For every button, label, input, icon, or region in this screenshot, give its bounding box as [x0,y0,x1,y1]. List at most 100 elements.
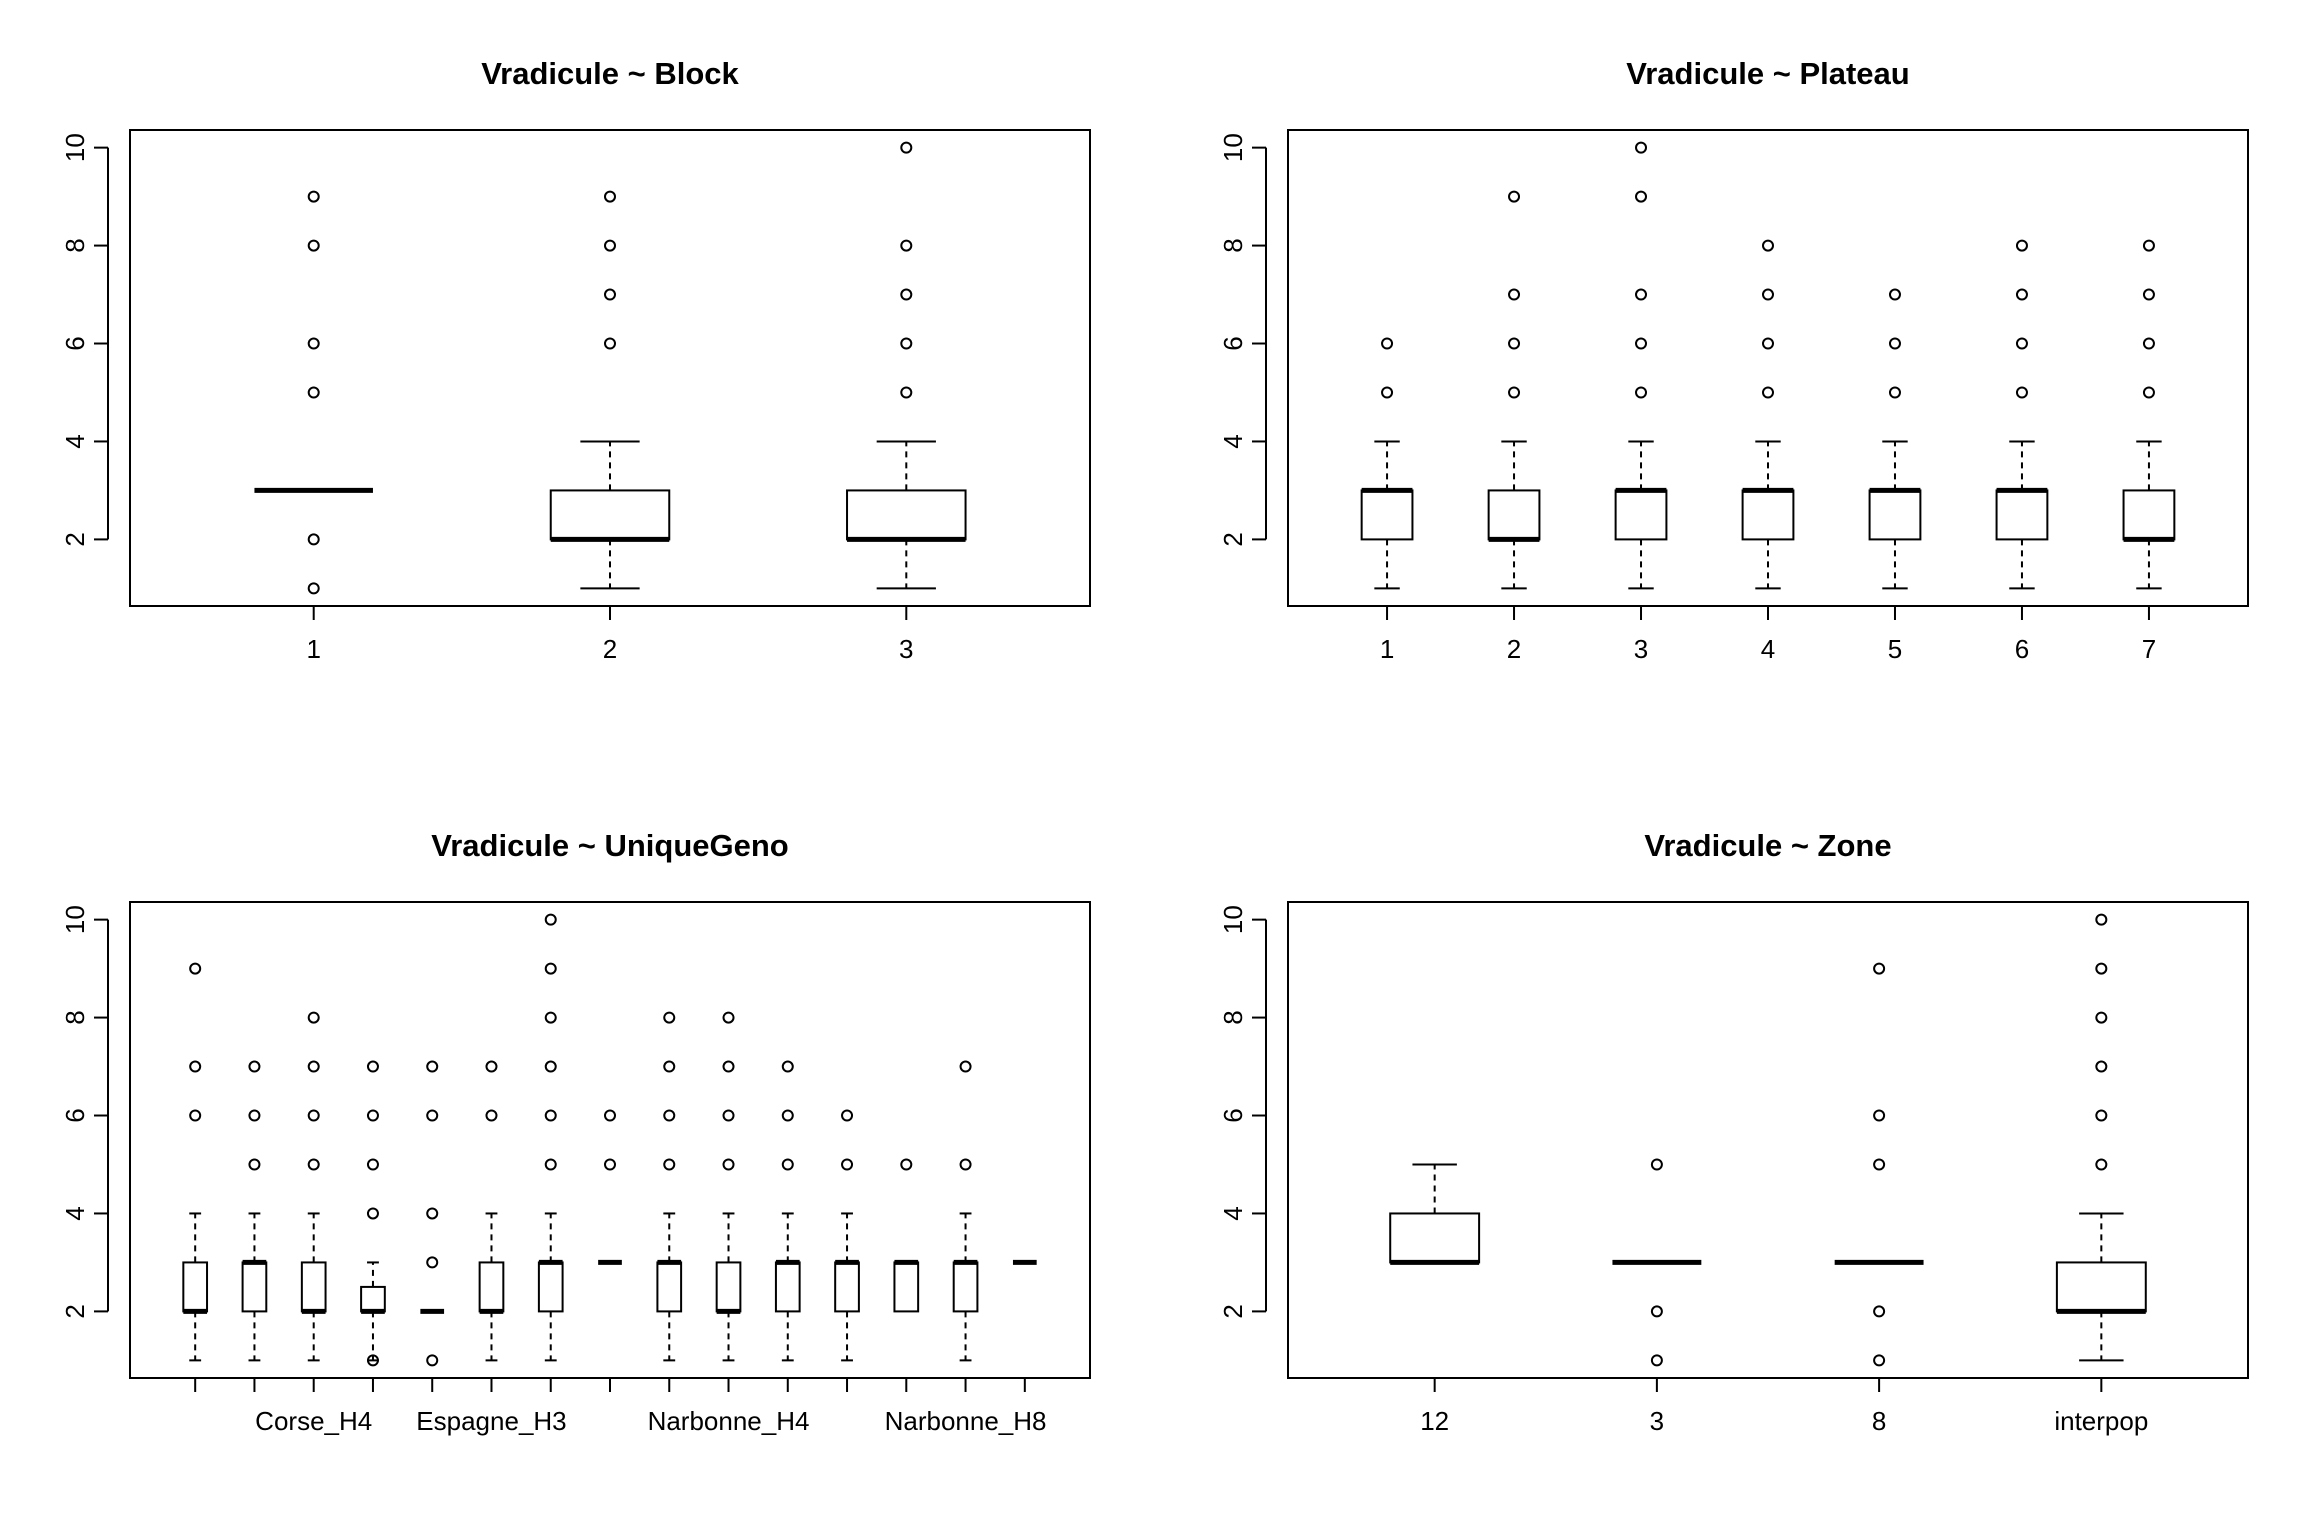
panel-title: Vradicule ~ Zone [1644,828,1891,863]
y-tick-label: 2 [60,1304,90,1318]
box-iqr [1487,489,1541,541]
box-group [715,1011,742,1362]
outlier-point [366,1109,379,1122]
outlier-point [1508,337,1521,350]
outlier-point [2015,386,2028,399]
x-tick-label: 1 [1380,634,1394,664]
outlier-point [307,386,320,399]
outlier-point [544,1060,557,1073]
outlier-point [366,1207,379,1220]
outlier-point [544,1158,557,1171]
y-tick-label: 10 [60,133,90,162]
box-group [846,141,967,590]
box-iqr [1868,489,1922,541]
box-group [537,913,564,1362]
outlier-point [2015,288,2028,301]
outlier-point [366,1158,379,1171]
outlier-point [2095,962,2108,975]
outlier-point [959,1060,972,1073]
outlier-point [426,1109,439,1122]
panel-zone: Vradicule ~ Zone 2 4 6 8 10 12 3 8 interpop [1218,828,2249,1436]
x-tick-label: 1 [306,634,320,664]
y-tick-label: 6 [60,1108,90,1122]
y-tick-label: 2 [1218,1304,1248,1318]
outlier-point [663,1158,676,1171]
outlier-point [1873,1109,1886,1122]
outlier-point [2142,239,2155,252]
outlier-point [900,1158,913,1171]
box-group [1741,239,1795,590]
outlier-point [307,239,320,252]
outlier-point [1888,288,1901,301]
outlier-point [1635,337,1648,350]
outlier-point [2095,1011,2108,1024]
outlier-point [900,386,913,399]
box-iqr [1995,489,2049,541]
outlier-point [604,1158,616,1171]
outlier-point [1635,288,1648,301]
box-group [360,1060,386,1367]
box-group [834,1109,860,1362]
box-iqr [549,489,671,541]
outlier-point [2095,1109,2108,1122]
outlier-point [2095,1060,2108,1073]
outlier-point [2142,386,2155,399]
outlier-point [366,1354,379,1367]
outlier-point [959,1158,972,1171]
box-iqr [893,1261,920,1313]
outlier-point [1873,1354,1886,1367]
x-tick-label: 2 [1507,634,1521,664]
outlier-point [307,1158,320,1171]
x-tick-label: Narbonne_H8 [885,1406,1047,1436]
box-group [478,1060,505,1362]
outlier-point [248,1060,261,1073]
box-iqr [241,1261,268,1313]
box-iqr [1741,489,1795,541]
y-tick-label: 8 [60,1010,90,1024]
outlier-point [366,1060,379,1073]
outlier-point [248,1158,261,1171]
x-tick-label: 3 [1634,634,1648,664]
panel-title: Vradicule ~ UniqueGeno [431,828,788,863]
outlier-point [544,1011,557,1024]
outlier-point [1873,1158,1886,1171]
outlier-point [722,1060,735,1073]
outlier-point [1381,386,1394,399]
outlier-point [307,533,320,546]
x-tick-label: 12 [1420,1406,1449,1436]
y-tick-label: 4 [60,1206,90,1220]
outlier-point [1635,386,1648,399]
box-group [254,190,373,595]
y-tick-label: 8 [60,238,90,252]
x-tick-label: 8 [1872,1406,1886,1436]
box-group [893,1158,920,1313]
outlier-point [663,1060,676,1073]
outlier-point [189,1109,202,1122]
box-group [1487,190,1541,590]
outlier-point [900,337,913,350]
box-group [952,1060,979,1362]
outlier-point [900,141,913,154]
box-iqr [1614,489,1668,541]
box-iqr [715,1261,742,1313]
x-tick-label: 5 [1888,634,1902,664]
box-group [1834,962,1924,1367]
x-tick-label: Espagne_H3 [416,1406,566,1436]
outlier-point [544,913,557,926]
x-tick-label: 3 [1650,1406,1664,1436]
outlier-point [307,582,320,595]
outlier-point [722,1158,735,1171]
outlier-point [2142,288,2155,301]
y-tick-label: 4 [1218,434,1248,448]
outlier-point [307,337,320,350]
box-group [1612,1158,1702,1367]
outlier-point [604,337,616,350]
outlier-point [426,1256,439,1269]
outlier-point [841,1158,854,1171]
outlier-point [485,1060,498,1073]
panel-title: Vradicule ~ Plateau [1626,56,1909,91]
outlier-point [663,1011,676,1024]
y-tick-label: 2 [1218,532,1248,546]
outlier-point [1650,1158,1663,1171]
